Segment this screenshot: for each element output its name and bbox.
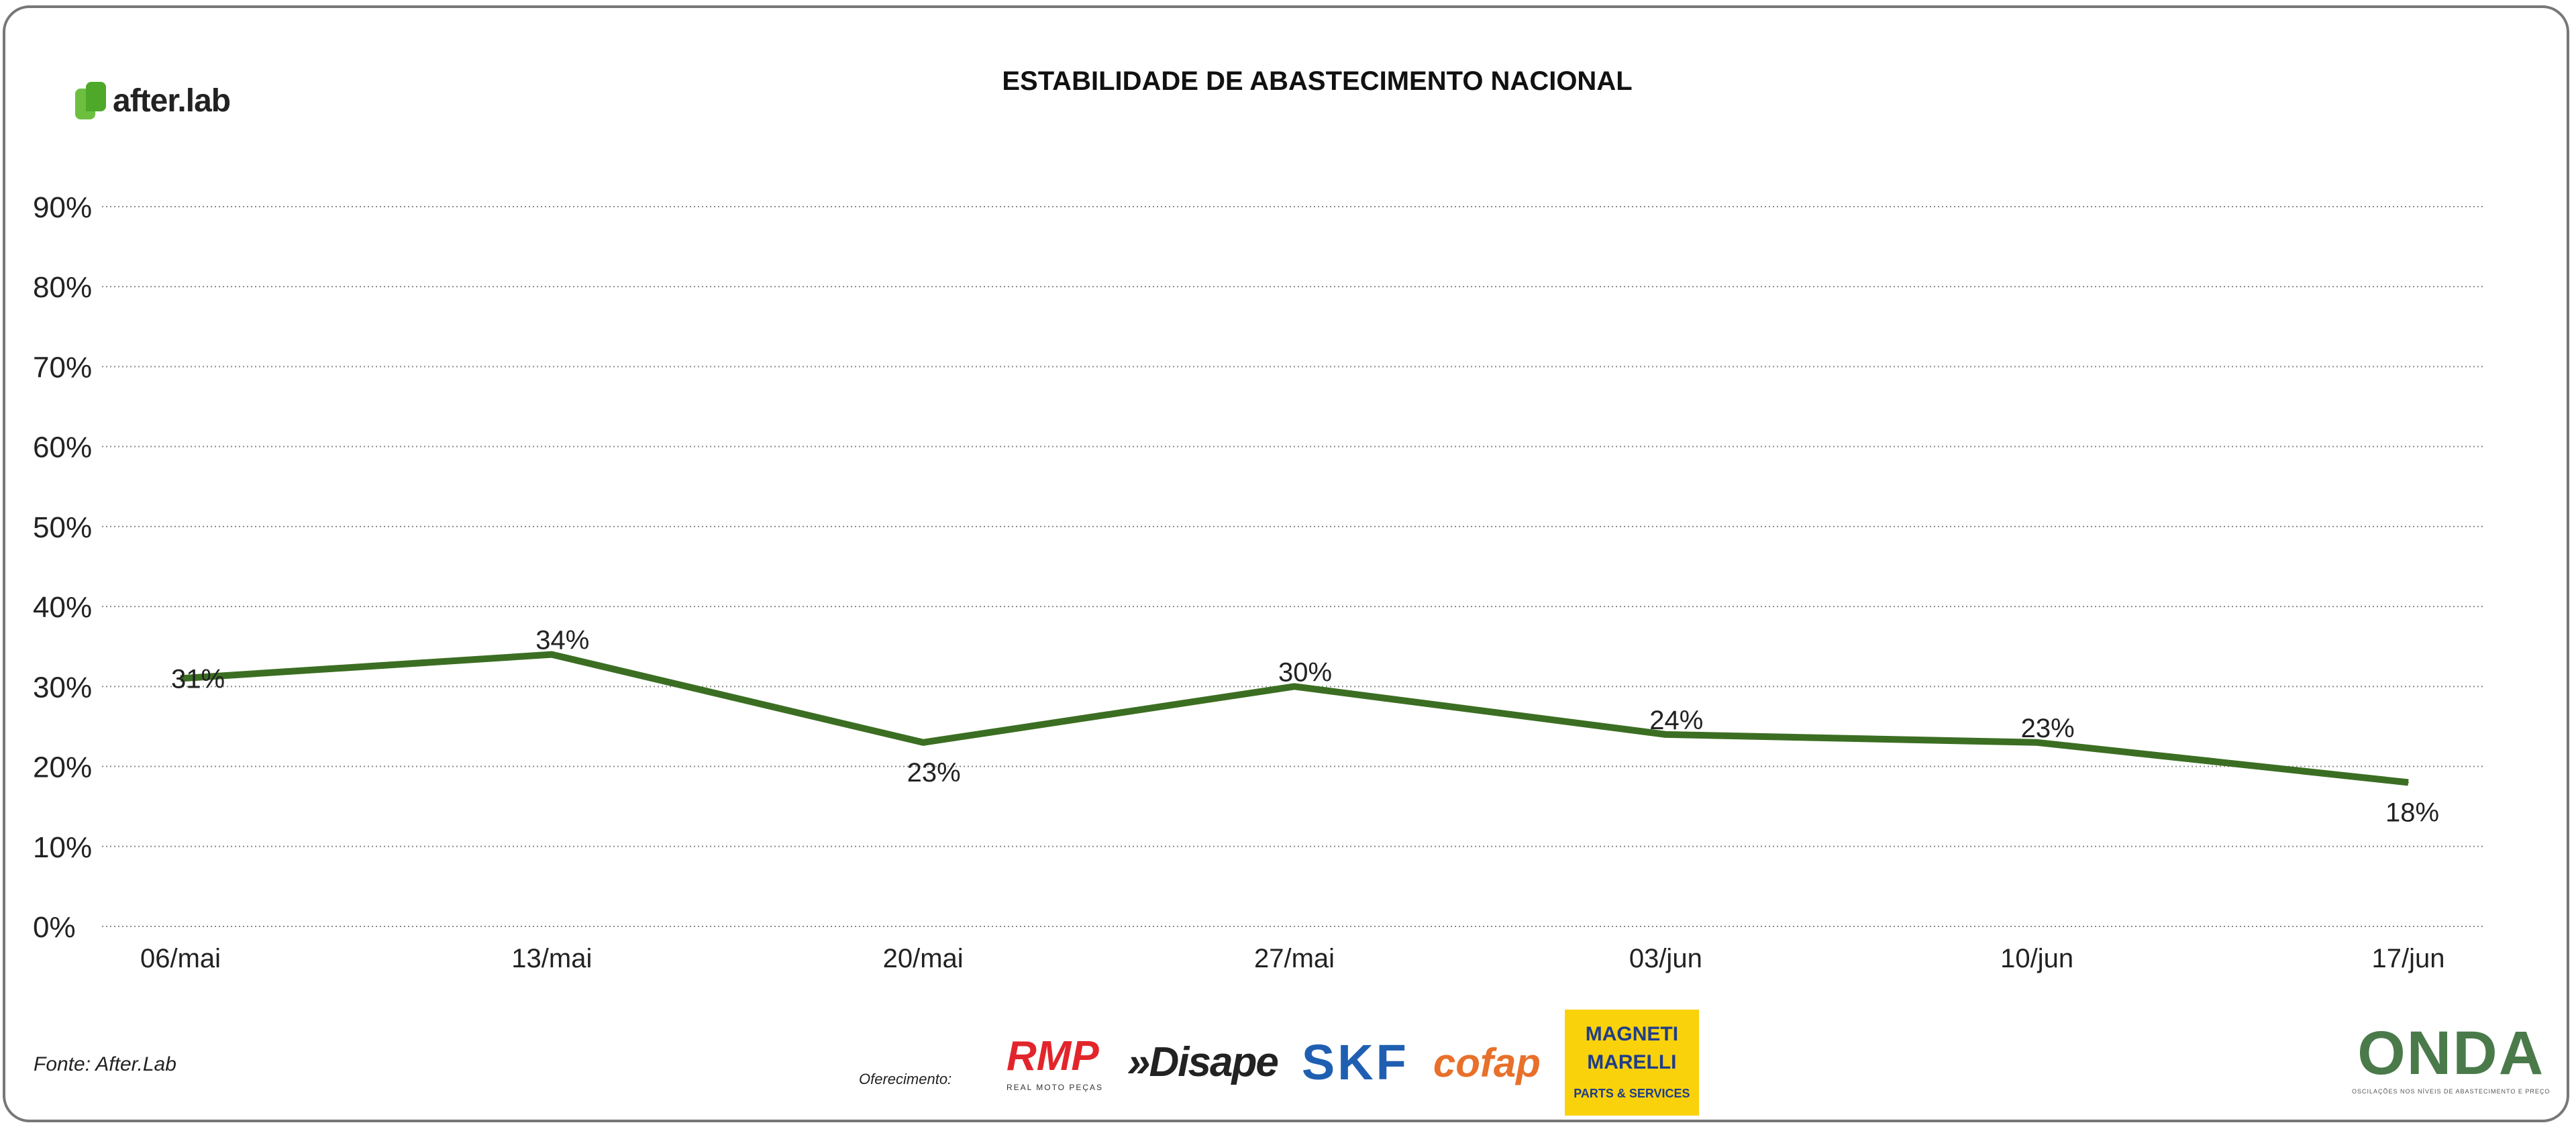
data-point [2036,741,2038,743]
x-tick-label: 10/jun [2000,944,2073,973]
y-tick-label: 30% [33,671,92,704]
y-tick-label: 10% [33,831,92,864]
x-tick-label: 06/mai [140,944,221,973]
brand-name: after.lab [113,83,231,119]
cofap-logo: cofap [1433,1040,1541,1085]
y-tick-label: 90% [33,191,92,224]
y-tick-label: 0% [33,911,76,944]
mm-subtitle: PARTS & SERVICES [1574,1087,1690,1100]
chart-frame [3,5,2569,1122]
data-label: 23% [2021,714,2075,743]
data-point [922,741,924,743]
rmp-logo: RMP REAL MOTO PEÇAS [1007,1032,1103,1092]
chart-title: ESTABILIDADE DE ABASTECIMENTO NACIONAL [1002,66,1632,96]
afterlab-logo: after.lab [75,82,231,119]
disape-logo: »Disape [1127,1039,1279,1086]
data-label: 34% [535,626,589,655]
onda-logo: ONDA OSCILAÇÕES NOS NÍVEIS DE ABASTECIMEN… [2352,1020,2550,1096]
onda-subtitle: OSCILAÇÕES NOS NÍVEIS DE ABASTECIMENTO E… [2352,1088,2551,1095]
y-tick-label: 70% [33,351,92,384]
rmp-subtitle: REAL MOTO PEÇAS [1007,1082,1104,1092]
y-tick-label: 50% [33,511,92,544]
afterlab-logo-icon [75,82,106,119]
data-label: 23% [907,758,961,788]
x-tick-label: 03/jun [1629,944,1702,973]
onda-name: ONDA [2357,1019,2545,1087]
data-point [551,653,553,655]
y-tick-label: 60% [33,431,92,464]
x-tick-label: 20/mai [883,944,964,973]
data-point [180,678,181,680]
data-point [1294,686,1295,688]
sponsor-logos: RMP REAL MOTO PEÇAS »Disape SKF cofap MAG… [1007,1010,1699,1116]
x-tick-label: 13/mai [511,944,592,973]
data-label: 18% [2385,798,2439,827]
offered-by-label: Oferecimento: [859,1071,952,1087]
data-point [1665,733,1667,735]
skf-logo: SKF [1301,1034,1409,1091]
x-tick-label: 17/jun [2372,944,2445,973]
source-note: Fonte: After.Lab [34,1053,176,1075]
y-tick-label: 20% [33,751,92,784]
magneti-marelli-logo: MAGNETI MARELLI PARTS & SERVICES [1564,1010,1699,1116]
data-label: 31% [171,664,225,694]
mm-name: MAGNETI MARELLI [1585,1023,1679,1073]
y-tick-label: 80% [33,271,92,304]
x-tick-label: 27/mai [1254,944,1335,973]
data-label: 24% [1649,706,1703,735]
rmp-name: RMP [1007,1033,1099,1080]
data-point [2408,782,2409,784]
data-label: 30% [1278,657,1332,687]
y-tick-label: 40% [33,591,92,624]
